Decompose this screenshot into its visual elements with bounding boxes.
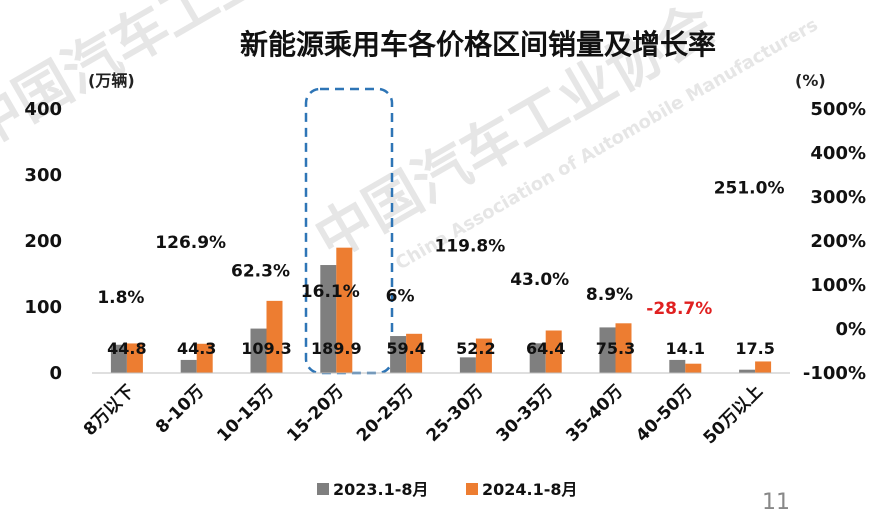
bar-2023 — [459, 357, 476, 373]
bar-2024 — [475, 338, 492, 373]
bar-value-label: 109.3 — [241, 339, 292, 358]
growth-rate-label: 251.0% — [714, 179, 785, 199]
y2-tick-label: -100% — [803, 363, 866, 384]
y-tick-label: 200 — [24, 231, 62, 252]
growth-rate-label: 8.9% — [586, 285, 633, 305]
bar-2023 — [599, 327, 616, 373]
category-labels: 8万以下 8-10万 10-15万 15-20万 20-25万 25-30万 30-35万 3… — [80, 381, 767, 448]
growth-rate-label: 119.8% — [434, 236, 505, 256]
growth-rate-label: 1.8% — [97, 288, 144, 308]
growth-rate-label: 43.0% — [510, 270, 569, 290]
bar-2023 — [180, 359, 197, 373]
bar-2024 — [755, 361, 772, 373]
y2-tick-label: 100% — [810, 275, 866, 296]
bar-2023 — [250, 328, 267, 373]
legend-swatch-2024 — [466, 483, 478, 495]
y-axis-unit: (万辆) — [88, 71, 135, 90]
category-label: 40-50万 — [632, 381, 697, 446]
bar-2024 — [406, 333, 423, 373]
legend-label-2024: 2024.1-8月 — [482, 480, 578, 499]
bar-2023 — [110, 344, 127, 373]
y2-tick-label: 200% — [810, 231, 866, 252]
category-label: 20-25万 — [353, 381, 418, 446]
bar-value-label: 44.8 — [107, 339, 146, 358]
page-number: 11 — [762, 490, 790, 515]
value-labels: 44.8 44.3 109.3 189.9 59.4 52.2 64.4 75.3 14.1 17… — [107, 339, 775, 358]
bar-2023 — [669, 359, 686, 373]
bar-2023 — [320, 265, 337, 373]
bar-2024 — [336, 247, 353, 373]
category-label: 8万以下 — [80, 381, 139, 440]
growth-rate-label: 16.1% — [301, 282, 360, 302]
bar-value-label: 44.3 — [177, 339, 216, 358]
bar-value-label: 189.9 — [311, 339, 362, 358]
category-label: 50万以上 — [700, 381, 767, 448]
growth-rate-label: 126.9% — [155, 233, 226, 253]
chart-title: 新能源乘用车各价格区间销量及增长率 — [240, 28, 716, 61]
growth-rate-label: 6% — [386, 286, 415, 306]
bar-value-label: 17.5 — [735, 339, 774, 358]
bar-2023 — [739, 369, 756, 373]
bar-2024 — [545, 330, 562, 373]
bar-value-label: 59.4 — [386, 339, 425, 358]
bar-2024 — [615, 323, 632, 373]
growth-rate-label: -28.7% — [646, 299, 712, 319]
legend-label-2023: 2023.1-8月 — [333, 480, 429, 499]
y2-tick-label: 300% — [810, 187, 866, 208]
bar-2024 — [196, 343, 213, 373]
bar-value-label: 75.3 — [596, 339, 635, 358]
y2-tick-label: 500% — [810, 99, 866, 120]
y-tick-label: 0 — [49, 363, 62, 384]
legend-swatch-2023 — [317, 483, 329, 495]
y-axis: 0 100 200 300 400 — [24, 99, 62, 384]
category-label: 8-10万 — [152, 381, 208, 437]
watermark-cn-left: 中国汽车工业协会 — [0, 0, 375, 162]
legend: 2023.1-8月 2024.1-8月 — [317, 480, 578, 499]
y-tick-label: 400 — [24, 99, 62, 120]
category-label: 30-35万 — [493, 381, 558, 446]
y-tick-label: 100 — [24, 297, 62, 318]
y-tick-label: 300 — [24, 165, 62, 186]
y2-axis-unit: (%) — [795, 71, 826, 90]
growth-labels: 1.8% 126.9%62.3% 16.1% 6% 119.8%43.0% 8.9% -28… — [97, 179, 784, 319]
bar-2024 — [126, 343, 143, 373]
category-label: 25-30万 — [423, 381, 488, 446]
bar-value-label: 52.2 — [456, 339, 495, 358]
growth-rate-label: 62.3% — [231, 262, 290, 282]
bar-value-label: 64.4 — [526, 339, 565, 358]
bars — [110, 247, 772, 373]
bar-2023 — [529, 343, 546, 373]
bar-2024 — [685, 363, 702, 373]
bar-value-label: 14.1 — [666, 339, 705, 358]
y2-tick-label: 400% — [810, 143, 866, 164]
category-label: 10-15万 — [213, 381, 278, 446]
y2-axis: -100% 0% 100% 200% 300% 400% 500% — [803, 99, 866, 384]
y2-tick-label: 0% — [835, 319, 866, 340]
bar-2023 — [390, 336, 407, 373]
category-label: 35-40万 — [562, 381, 627, 446]
bar-2024 — [266, 300, 283, 373]
category-label: 15-20万 — [283, 381, 348, 446]
